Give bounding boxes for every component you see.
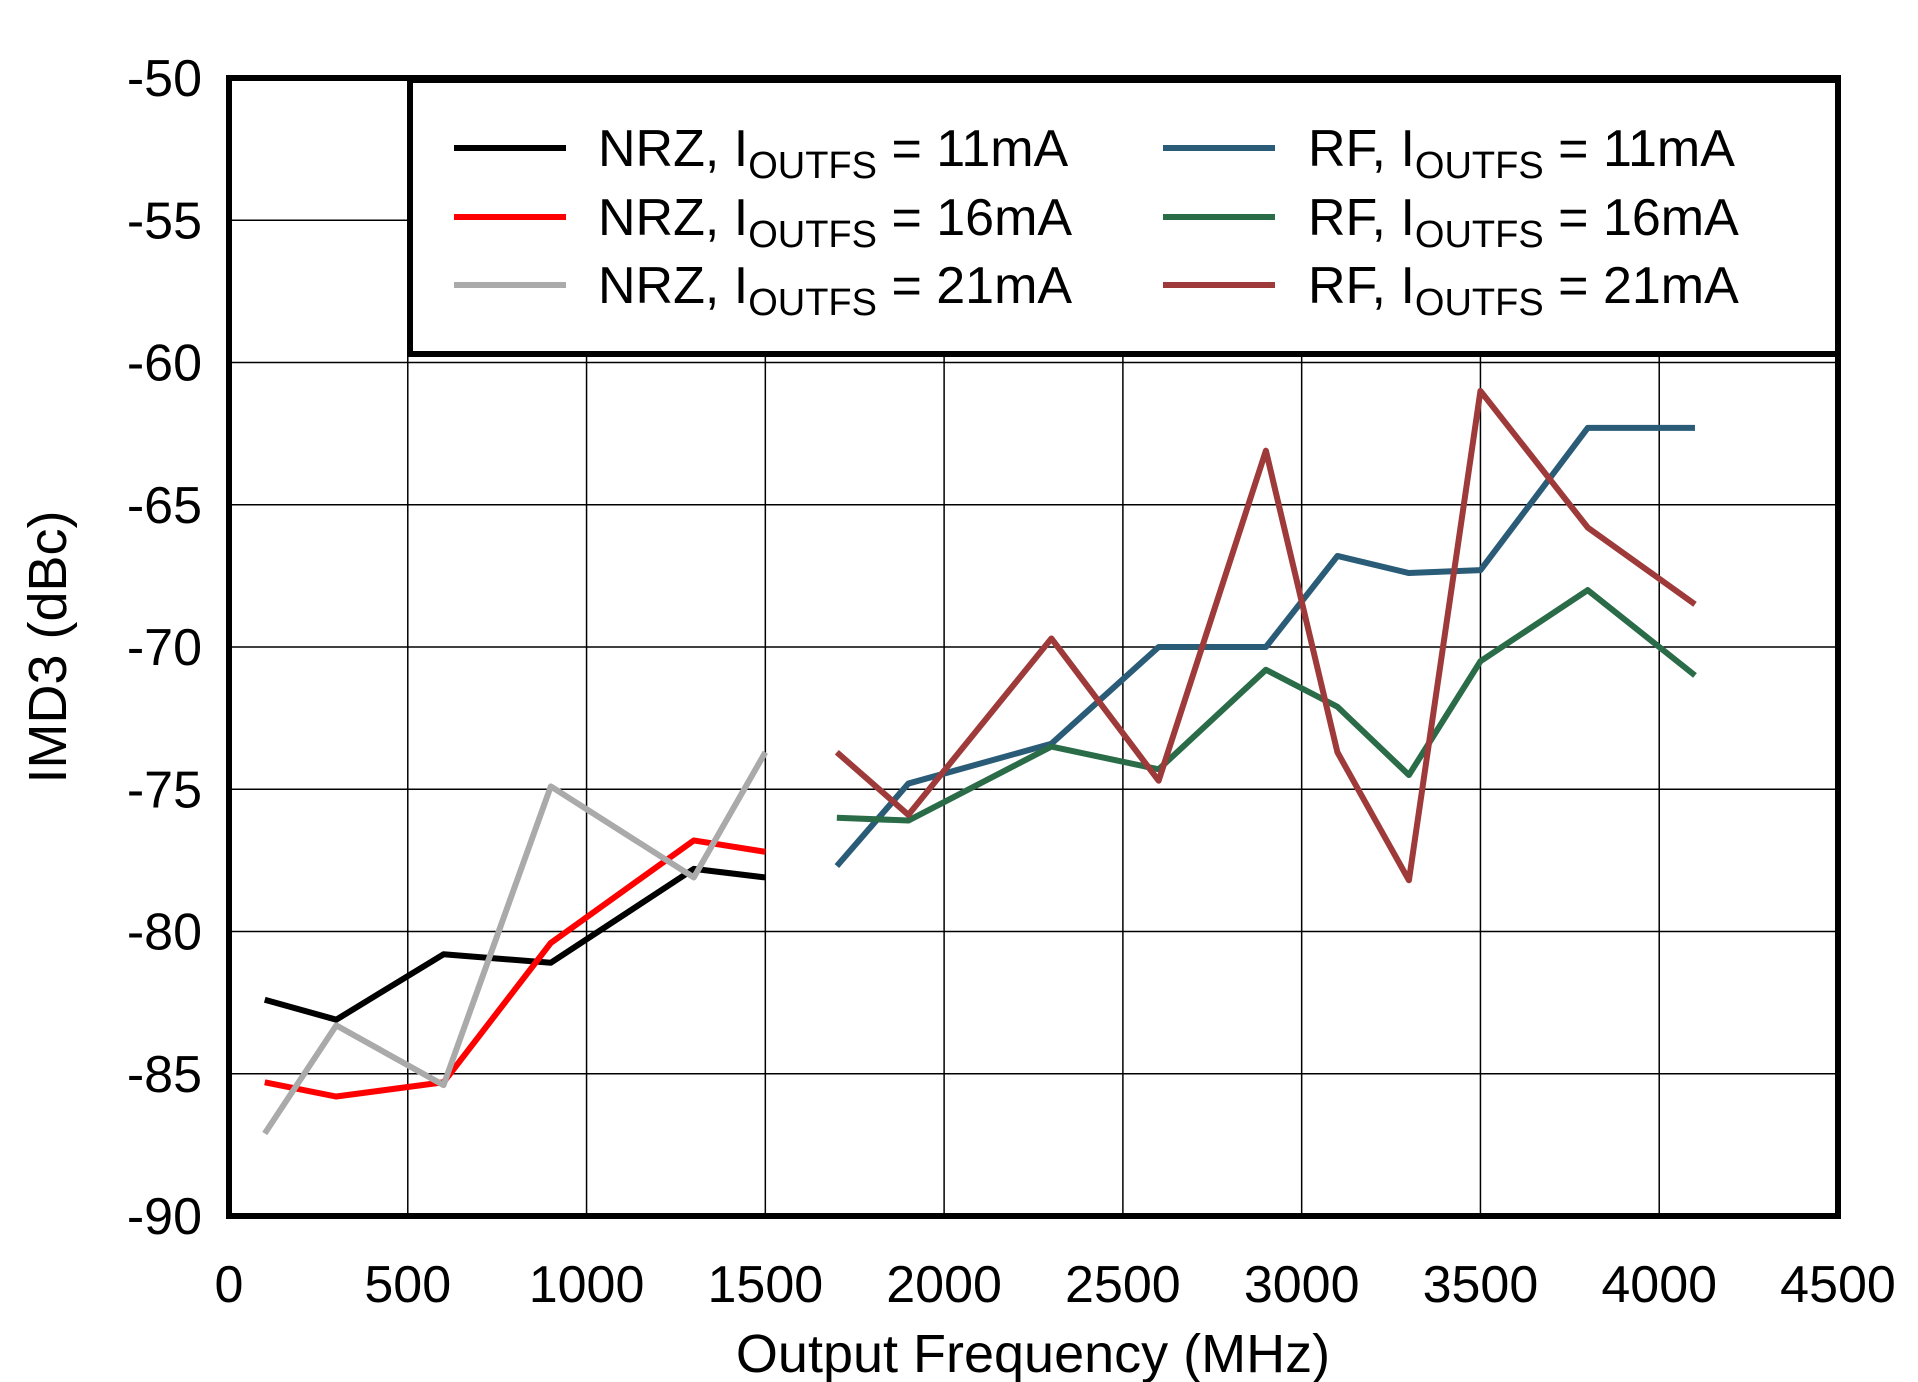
y-tick-label: -80 (127, 904, 202, 962)
x-tick-label: 2000 (886, 1256, 1002, 1314)
series-line-2 (262, 750, 768, 1136)
x-tick-label: 1000 (529, 1256, 645, 1314)
y-tick-label: -60 (127, 335, 202, 393)
series-line-1 (264, 837, 766, 1100)
legend-label: RF, IOUTFS = 21mA (1308, 257, 1739, 324)
y-axis-title: IMD3 (dBc) (18, 510, 78, 783)
x-tick-label: 3500 (1423, 1256, 1539, 1314)
legend-label: NRZ, IOUTFS = 21mA (598, 257, 1072, 324)
x-axis-title: Output Frequency (MHz) (736, 1324, 1330, 1382)
y-tick-label: -70 (127, 619, 202, 677)
x-tick-label: 2500 (1065, 1256, 1181, 1314)
series-lines (262, 387, 1697, 1136)
x-tick-label: 500 (364, 1256, 451, 1314)
legend-box (407, 77, 1841, 357)
series-line-0 (263, 865, 766, 1023)
series-line-4 (836, 587, 1697, 824)
x-tick-label: 3000 (1244, 1256, 1360, 1314)
legend-label: NRZ, IOUTFS = 16mA (598, 189, 1072, 256)
y-tick-label: -65 (127, 477, 202, 535)
y-tick-label: -90 (127, 1188, 202, 1246)
legend-label: NRZ, IOUTFS = 11mA (598, 120, 1069, 187)
y-tick-label: -55 (127, 192, 202, 250)
y-tick-label: -75 (127, 761, 202, 819)
y-tick-label: -85 (127, 1046, 202, 1104)
x-tick-label: 4500 (1780, 1256, 1896, 1314)
x-tick-label: 0 (215, 1256, 244, 1314)
x-tick-label: 1500 (707, 1256, 823, 1314)
y-tick-label: -50 (127, 50, 202, 108)
x-tick-label: 4000 (1601, 1256, 1717, 1314)
legend-label: RF, IOUTFS = 11mA (1308, 120, 1735, 187)
series-line-5 (834, 387, 1697, 884)
legend-label: RF, IOUTFS = 16mA (1308, 189, 1739, 256)
